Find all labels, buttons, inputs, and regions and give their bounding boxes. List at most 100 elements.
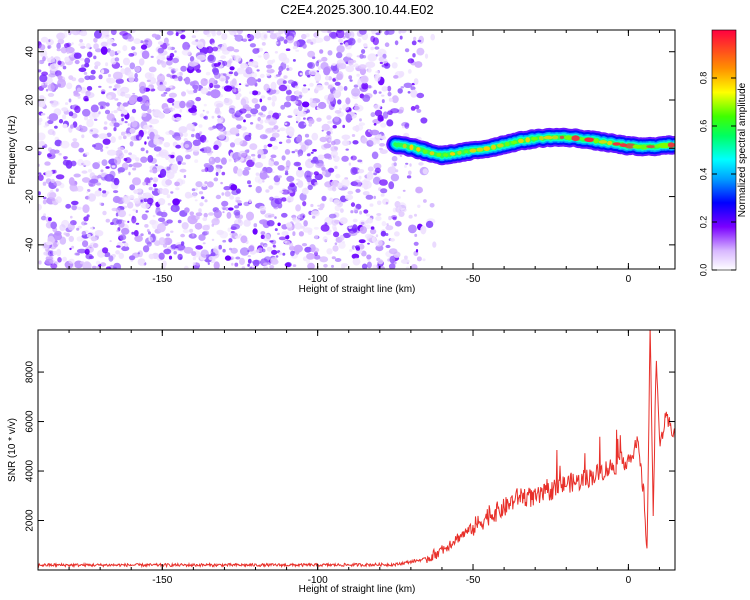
noise-blob xyxy=(84,116,88,121)
noise-blob xyxy=(129,128,136,134)
noise-blob xyxy=(198,124,203,128)
noise-blob xyxy=(376,139,380,145)
noise-blob xyxy=(333,199,340,205)
noise-blob xyxy=(87,193,96,202)
noise-blob xyxy=(171,102,175,106)
noise-blob xyxy=(104,121,108,125)
noise-blob xyxy=(351,134,356,137)
noise-blob xyxy=(240,98,247,106)
noise-blob xyxy=(321,30,328,33)
noise-blob xyxy=(302,201,307,207)
noise-blob xyxy=(100,169,104,173)
noise-blob xyxy=(74,105,81,114)
noise-blob xyxy=(325,75,330,81)
noise-blob xyxy=(59,224,66,232)
noise-blob xyxy=(129,116,135,123)
noise-blob xyxy=(354,124,360,133)
spectrogram-xtick-label: 0 xyxy=(626,274,632,285)
noise-blob xyxy=(420,117,428,124)
noise-blob xyxy=(44,161,51,166)
noise-blob xyxy=(167,97,175,104)
noise-blob xyxy=(131,108,137,114)
noise-blob xyxy=(299,213,306,219)
noise-blob xyxy=(307,62,315,69)
noise-blob xyxy=(124,93,132,99)
noise-blob xyxy=(306,258,310,265)
noise-blob xyxy=(81,134,85,139)
noise-blob xyxy=(234,159,239,162)
noise-blob xyxy=(371,151,379,160)
noise-blob xyxy=(221,192,225,196)
noise-blob xyxy=(168,66,173,70)
noise-blob xyxy=(262,180,265,183)
noise-blob xyxy=(281,155,286,161)
noise-blob xyxy=(182,41,191,51)
noise-blob xyxy=(137,96,143,102)
noise-blob xyxy=(38,151,42,155)
noise-blob xyxy=(181,179,186,185)
noise-blob xyxy=(295,162,300,166)
noise-blob xyxy=(298,94,303,99)
noise-blob xyxy=(257,247,264,253)
noise-blob xyxy=(63,156,68,160)
noise-blob xyxy=(102,190,107,194)
noise-blob xyxy=(215,172,219,176)
noise-blob xyxy=(292,59,296,62)
noise-blob xyxy=(57,60,62,66)
noise-blob xyxy=(220,157,227,165)
noise-blob xyxy=(358,122,366,126)
snr-ylabel: SNR (10 * v/v) xyxy=(7,418,18,482)
noise-blob xyxy=(128,96,136,105)
noise-blob xyxy=(268,159,272,163)
noise-blob xyxy=(370,112,376,118)
noise-blob xyxy=(322,236,328,242)
noise-blob xyxy=(73,92,81,97)
noise-blob xyxy=(182,229,190,234)
noise-blob xyxy=(263,83,270,91)
noise-blob xyxy=(381,221,387,227)
noise-blob xyxy=(152,188,155,192)
noise-blob xyxy=(357,169,365,174)
noise-blob xyxy=(365,194,374,200)
noise-blob xyxy=(390,238,395,242)
noise-blob xyxy=(279,190,284,194)
noise-blob xyxy=(247,34,253,38)
noise-blob xyxy=(375,32,381,36)
noise-blob xyxy=(105,266,112,269)
noise-blob xyxy=(229,30,237,36)
noise-blob xyxy=(337,85,344,92)
noise-blob xyxy=(168,255,173,260)
noise-blob xyxy=(310,247,320,253)
noise-blob xyxy=(254,30,261,39)
signal-hotspot xyxy=(402,143,407,149)
noise-blob xyxy=(245,113,252,118)
noise-blob xyxy=(302,227,313,233)
noise-blob xyxy=(363,43,368,48)
noise-blob xyxy=(263,262,268,266)
noise-blob xyxy=(350,202,356,207)
noise-blob xyxy=(61,107,68,112)
noise-blob xyxy=(149,219,157,225)
noise-blob xyxy=(45,88,49,92)
noise-blob xyxy=(94,65,98,70)
noise-blob xyxy=(313,37,324,43)
noise-blob xyxy=(79,30,88,37)
noise-blob xyxy=(214,107,221,114)
noise-blob xyxy=(170,154,175,159)
noise-blob xyxy=(366,217,373,224)
noise-blob xyxy=(45,170,53,177)
colorbar-tick-label: 0.4 xyxy=(698,168,708,181)
noise-blob xyxy=(213,209,222,219)
noise-blob xyxy=(146,197,154,205)
noise-blob xyxy=(90,227,94,230)
noise-blob xyxy=(224,191,231,197)
noise-blob xyxy=(127,71,134,78)
noise-blob xyxy=(277,222,281,227)
noise-blob xyxy=(121,131,125,136)
noise-blob xyxy=(171,163,179,173)
noise-blob xyxy=(97,161,101,164)
noise-blob xyxy=(123,242,129,247)
noise-blob xyxy=(106,113,115,121)
noise-blob xyxy=(175,116,182,121)
noise-blob xyxy=(62,123,68,129)
